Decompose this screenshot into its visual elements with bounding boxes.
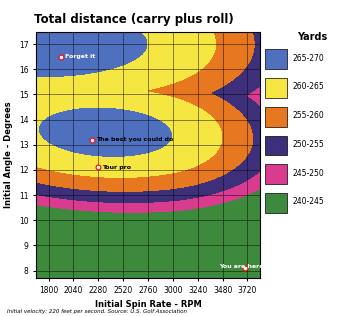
Text: 255-260: 255-260 [293, 111, 325, 120]
Text: Initial velocity: 220 feet per second. Source: U.S. Golf Association: Initial velocity: 220 feet per second. S… [7, 309, 187, 314]
Text: Total distance (carry plus roll): Total distance (carry plus roll) [34, 13, 234, 26]
Text: 260-265: 260-265 [293, 82, 325, 91]
Text: 265-270: 265-270 [293, 54, 325, 63]
Text: Tour pro: Tour pro [103, 165, 131, 170]
Text: 245-250: 245-250 [293, 169, 325, 178]
Text: The best you could do: The best you could do [96, 137, 173, 142]
Bar [265, 78, 287, 98]
Text: Forget it: Forget it [65, 54, 95, 59]
Bar [265, 164, 287, 184]
X-axis label: Initial Spin Rate - RPM: Initial Spin Rate - RPM [95, 300, 201, 309]
Y-axis label: Initial Angle - Degrees: Initial Angle - Degrees [4, 101, 13, 208]
Text: Yards: Yards [297, 32, 327, 42]
Text: 240-245: 240-245 [293, 198, 325, 206]
Bar [265, 193, 287, 213]
Bar [265, 136, 287, 155]
Text: 250-255: 250-255 [293, 140, 325, 149]
Bar [265, 107, 287, 127]
Bar [265, 49, 287, 69]
Text: You are here: You are here [219, 264, 264, 269]
